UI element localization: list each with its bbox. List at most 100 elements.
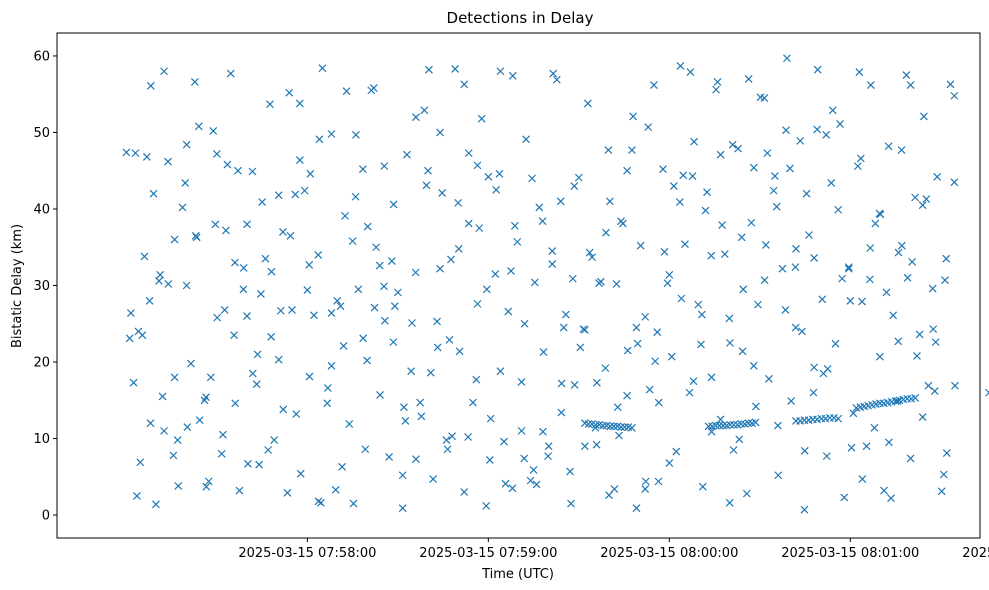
data-point: [169, 451, 178, 460]
data-point: [145, 296, 154, 305]
data-point: [477, 114, 486, 123]
data-point: [436, 264, 444, 273]
data-point: [358, 165, 367, 174]
data-point: [641, 485, 650, 493]
data-point: [822, 130, 831, 139]
data-point: [495, 169, 504, 178]
data-point: [230, 331, 238, 340]
y-tick-label: 50: [33, 126, 50, 141]
data-point: [906, 454, 915, 463]
data-point: [694, 300, 703, 309]
data-point: [595, 279, 603, 288]
data-point: [822, 452, 831, 461]
data-point: [484, 172, 493, 181]
data-point: [918, 201, 927, 210]
data-point: [946, 80, 955, 89]
data-point: [667, 352, 676, 361]
data-point: [617, 217, 625, 226]
data-point: [737, 420, 746, 428]
data-point: [800, 446, 809, 455]
data-point: [774, 471, 783, 480]
data-point: [606, 422, 615, 431]
data-point: [813, 65, 822, 74]
data-point: [906, 81, 915, 89]
data-point: [641, 477, 650, 486]
data-point: [539, 427, 547, 436]
data-point: [482, 501, 491, 510]
data-point: [629, 112, 638, 121]
data-point: [834, 205, 843, 214]
data-point: [676, 61, 685, 70]
data-point: [492, 185, 501, 194]
data-point: [160, 67, 169, 76]
x-tick-label: 2025-03-15 08:02:00: [962, 546, 989, 561]
y-tick-label: 10: [33, 432, 50, 447]
data-point: [707, 251, 716, 260]
data-point: [455, 347, 464, 356]
data-point: [902, 71, 911, 80]
data-point: [331, 485, 340, 494]
data-point: [348, 237, 357, 246]
data-point: [469, 398, 477, 407]
data-point: [719, 421, 727, 430]
data-point: [218, 430, 227, 439]
data-point: [464, 433, 473, 441]
data-point: [333, 296, 342, 305]
data-point: [291, 190, 300, 199]
data-point: [627, 146, 636, 154]
data-point: [737, 233, 746, 242]
data-point: [258, 198, 267, 207]
data-point: [359, 334, 368, 343]
data-point: [865, 275, 874, 284]
data-point: [548, 260, 557, 269]
data-point: [235, 486, 244, 495]
data-point: [336, 302, 345, 311]
data-point: [376, 390, 384, 399]
data-point: [760, 276, 769, 285]
data-point: [583, 99, 592, 108]
data-point: [866, 81, 875, 89]
data-point: [412, 113, 420, 122]
data-point: [520, 454, 529, 463]
data-point: [243, 312, 251, 321]
data-point: [871, 219, 880, 228]
data-point: [866, 244, 875, 252]
data-point: [408, 319, 416, 327]
data-point: [496, 67, 505, 76]
data-point: [296, 469, 305, 478]
data-point: [532, 480, 541, 489]
data-point: [221, 226, 230, 235]
data-point: [819, 369, 828, 378]
data-point: [792, 244, 800, 253]
data-point: [375, 261, 384, 270]
data-point: [809, 388, 818, 397]
data-point: [399, 403, 408, 412]
data-point: [763, 149, 772, 158]
data-point: [604, 146, 613, 154]
data-point: [929, 325, 938, 334]
data-point: [482, 285, 491, 294]
data-point: [510, 221, 519, 230]
data-point: [170, 373, 179, 382]
data-point: [559, 323, 568, 332]
data-point: [231, 399, 240, 408]
data-point: [605, 491, 613, 500]
data-point: [223, 160, 232, 169]
data-point: [380, 162, 389, 171]
data-point: [424, 65, 433, 74]
x-tick-label: 2025-03-15 07:58:00: [238, 546, 376, 561]
data-point: [517, 426, 526, 435]
data-point: [292, 410, 301, 418]
data-point: [544, 452, 552, 461]
data-point: [266, 100, 274, 109]
data-point: [552, 75, 561, 84]
data-point: [464, 219, 473, 228]
data-point: [548, 247, 557, 255]
data-point: [264, 446, 273, 454]
data-point: [950, 91, 959, 100]
data-point: [206, 373, 215, 382]
data-point: [327, 309, 336, 317]
data-point: [725, 498, 734, 507]
data-point: [401, 417, 410, 425]
data-point: [530, 278, 539, 287]
